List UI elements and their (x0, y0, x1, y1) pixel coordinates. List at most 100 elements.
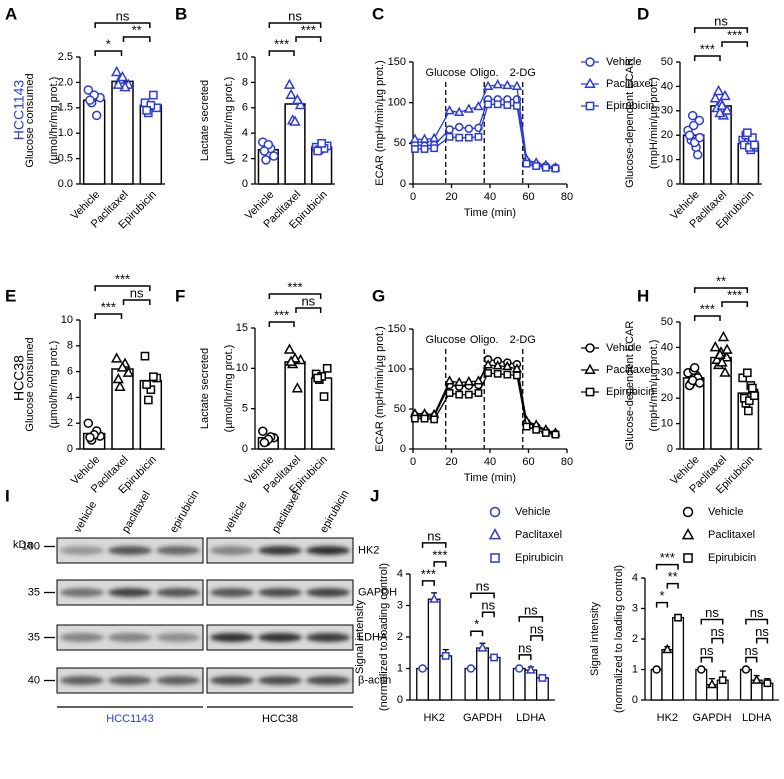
y-tick-label: 0 (400, 443, 406, 455)
legend-label: Paclitaxel (515, 529, 562, 541)
significance-bracket (700, 618, 724, 625)
y-axis-label: (µmol/hr/mg prot.) (223, 77, 235, 165)
marker-triangle (584, 363, 596, 374)
significance-bracket (470, 592, 495, 599)
marker-triangle (419, 133, 430, 143)
marker-triangle (709, 341, 722, 352)
marker-triangle (463, 103, 474, 113)
marker-square (763, 679, 772, 688)
marker-circle (692, 149, 703, 160)
significance-bracket (470, 630, 484, 637)
marker-square (430, 415, 439, 424)
y-tick-label: 15 (236, 322, 248, 334)
marker-triangle (294, 98, 307, 110)
marker-triangle (477, 642, 488, 652)
marker-square (541, 429, 550, 437)
y-tick-label: 4 (242, 127, 248, 139)
y-tick-label: 1.5 (58, 102, 73, 114)
blot-band (108, 633, 152, 642)
significance-label: ** (716, 273, 726, 288)
x-tick-label: 20 (445, 191, 457, 203)
marker-square (445, 132, 454, 141)
event-label: 2-DG (510, 67, 536, 79)
marker-circle (269, 151, 279, 161)
marker-square (464, 133, 473, 142)
marker-square (455, 133, 464, 142)
significance-bracket (481, 611, 495, 618)
y-axis-label: ECAR (mpH/min/µg prot.) (374, 60, 386, 186)
cell-line-label: HCC1143 (106, 713, 154, 725)
lane-label: vehicle (222, 499, 250, 535)
marker-circle (489, 506, 501, 518)
marker-circle (682, 506, 694, 518)
y-axis-label: (mpH/min/µg prot.) (648, 77, 660, 169)
significance-bracket (268, 50, 295, 56)
blot-band (108, 676, 152, 685)
blot-band (156, 676, 200, 685)
significance-label: *** (700, 301, 715, 316)
blot-band (60, 546, 104, 555)
marker-square (742, 368, 752, 378)
panel-letter: G (372, 286, 385, 305)
panel-letter: F (175, 286, 185, 305)
marker-triangle (751, 674, 762, 684)
significance-label: ns (301, 293, 315, 308)
x-tick-label: 60 (522, 456, 534, 468)
significance-label: *** (274, 36, 289, 51)
y-tick-label: 5 (242, 403, 248, 415)
marker-square (143, 395, 153, 405)
x-tick-label: 0 (410, 456, 416, 468)
event-label: Oligo. (470, 67, 499, 79)
y-tick-label: 6 (67, 366, 73, 378)
blot-band (156, 588, 200, 597)
x-tick-label: LDHA (742, 712, 772, 724)
blot-band (210, 633, 254, 642)
marker-square (411, 145, 419, 153)
y-tick-label: 1 (632, 663, 638, 675)
significance-label: ns (705, 605, 719, 620)
marker-square (718, 676, 727, 685)
marker-triangle (719, 89, 731, 101)
bar (695, 668, 708, 701)
panel-letter: C (372, 4, 384, 23)
x-tick-label: HK2 (423, 712, 444, 724)
marker-square (455, 390, 464, 399)
ladder-label: 35 (28, 586, 40, 598)
marker-triangle (721, 343, 733, 354)
marker-square (313, 373, 323, 383)
legend-label: Vehicle (606, 342, 641, 354)
y-tick-label: 2 (67, 417, 73, 429)
significance-bracket (295, 307, 322, 313)
marker-triangle (285, 355, 297, 366)
y-axis-label: (µmol/hr/mg prot.) (48, 77, 60, 165)
y-axis-label: Glucose-dependent ECAR (624, 321, 636, 451)
x-tick-label: HK2 (657, 712, 678, 724)
y-tick-label: 0 (400, 178, 406, 190)
marker-triangle (429, 132, 440, 143)
y-axis-label: Lactate secreted (199, 348, 211, 429)
marker-triangle (711, 353, 723, 365)
marker-circle (83, 85, 94, 95)
significance-bracket (700, 656, 713, 663)
marker-square (430, 144, 439, 153)
y-tick-label: 50 (394, 137, 406, 149)
significance-bracket (745, 618, 769, 625)
marker-triangle (662, 643, 673, 654)
ladder-label: 35 (28, 631, 40, 643)
blot-band (210, 546, 254, 555)
y-axis-label: Glucose consumed (24, 337, 36, 431)
marker-square (140, 351, 150, 361)
x-tick-label: 40 (484, 456, 496, 468)
marker-square (743, 406, 753, 416)
y-axis-label: ECAR (mpH/min/µg prot.) (374, 326, 386, 452)
blot-band (156, 546, 200, 555)
x-tick-label: LDHA (516, 712, 546, 724)
y-tick-label: 150 (388, 56, 406, 68)
marker-triangle (444, 105, 455, 115)
y-tick-label: 3 (632, 602, 638, 614)
y-tick-label: 0 (67, 443, 73, 455)
marker-circle (741, 665, 751, 674)
marker-triangle (112, 78, 124, 89)
marker-circle (687, 110, 698, 121)
legend-label: Paclitaxel (708, 529, 755, 541)
